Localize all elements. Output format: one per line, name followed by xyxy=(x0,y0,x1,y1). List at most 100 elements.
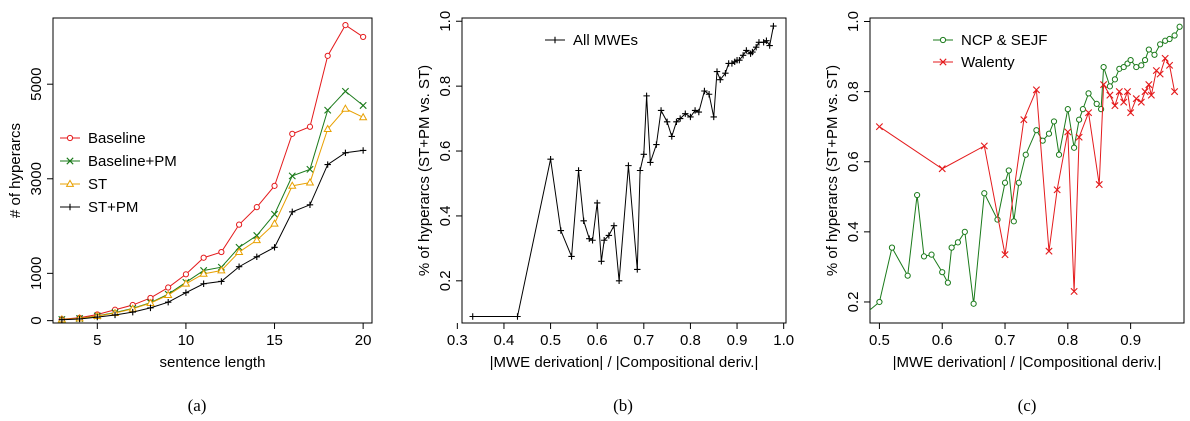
data-point xyxy=(980,142,988,150)
data-point xyxy=(914,191,921,199)
data-point xyxy=(514,313,521,320)
data-point xyxy=(1015,179,1022,186)
data-point xyxy=(306,201,314,208)
data-point xyxy=(1132,95,1140,103)
data-point xyxy=(181,279,191,287)
data-point xyxy=(1123,88,1132,96)
chart-2: 0.3 0.4 0.5 0.6 0.7 0.8 0.9 1.0 0.2 0.4 0.6 0.8 1.0 |… xyxy=(416,11,794,415)
data-point xyxy=(647,159,654,166)
data-point xyxy=(876,298,883,306)
data-point xyxy=(695,108,703,116)
data-point xyxy=(218,278,225,285)
data-point xyxy=(288,172,296,180)
data-point xyxy=(939,269,946,276)
data-point xyxy=(586,235,593,242)
x-axis-label: sentence length xyxy=(160,354,266,371)
data-point xyxy=(749,48,756,56)
y-tick-label: 1000 xyxy=(28,257,45,290)
data-point xyxy=(944,279,951,286)
x-axis-label: |MWE derivation| / |Compositional deriv.… xyxy=(490,354,759,371)
data-point xyxy=(547,155,554,163)
data-point xyxy=(673,118,680,126)
data-point xyxy=(1157,41,1164,48)
data-point xyxy=(235,243,243,251)
data-point xyxy=(605,232,613,239)
data-point xyxy=(1071,144,1078,151)
legend-marker xyxy=(66,157,74,165)
chart-caption: (c) xyxy=(1018,396,1037,415)
legend: All MWEs xyxy=(545,32,638,49)
y-axis: 0 1000 3000 5000 xyxy=(28,68,53,325)
data-point xyxy=(904,272,911,279)
data-point xyxy=(1053,186,1061,194)
data-point xyxy=(270,210,279,218)
data-point xyxy=(1127,56,1134,64)
data-point xyxy=(163,290,173,299)
data-point xyxy=(1070,287,1078,296)
data-point xyxy=(1120,63,1127,71)
plot-frame xyxy=(869,17,1185,324)
y-tick-label: 0 xyxy=(28,316,45,324)
data-point xyxy=(58,316,66,323)
data-point xyxy=(1076,116,1083,123)
data-point xyxy=(199,269,208,277)
data-point xyxy=(1005,167,1012,174)
legend-label: ST+PM xyxy=(88,199,138,216)
legend-label: Baseline+PM xyxy=(88,153,177,170)
plot-frame xyxy=(52,17,373,324)
data-point xyxy=(1141,88,1149,96)
data-point xyxy=(1170,88,1179,96)
data-point xyxy=(289,130,296,137)
series-2 xyxy=(875,54,1179,296)
data-point xyxy=(1001,251,1009,259)
legend-marker xyxy=(65,179,75,187)
data-point xyxy=(1106,83,1113,90)
data-point xyxy=(1120,98,1128,106)
x-tick-label: 0.9 xyxy=(727,332,748,349)
series-line xyxy=(879,57,1176,292)
legend-item: ST xyxy=(60,176,107,193)
data-point xyxy=(687,113,694,121)
legend-label: Baseline xyxy=(88,130,146,147)
data-point xyxy=(359,101,367,110)
data-point xyxy=(271,244,278,251)
data-point xyxy=(875,123,884,131)
data-point xyxy=(323,124,332,133)
data-point xyxy=(1055,151,1063,158)
x-tick-label: 0.4 xyxy=(494,332,515,349)
series-line xyxy=(61,108,364,320)
data-point xyxy=(1133,63,1140,71)
data-point xyxy=(359,147,367,154)
data-point xyxy=(580,217,587,224)
data-point xyxy=(657,107,665,114)
data-point xyxy=(1111,76,1119,83)
data-point xyxy=(653,141,660,148)
data-point xyxy=(218,248,225,256)
data-point xyxy=(739,52,747,59)
y-axis-label: # of hyperarcs xyxy=(7,123,24,218)
series-line xyxy=(472,26,774,318)
data-point xyxy=(888,244,896,251)
data-point xyxy=(1165,61,1174,69)
data-point xyxy=(271,182,278,189)
data-point xyxy=(306,123,314,130)
series-4 xyxy=(58,147,367,323)
y-tick-label: 0.6 xyxy=(437,141,454,162)
data-point xyxy=(705,91,713,98)
y-tick-label: 3000 xyxy=(28,162,45,195)
data-point xyxy=(1111,102,1119,110)
legend-item: Walenty xyxy=(933,54,1015,71)
data-point xyxy=(770,22,777,30)
x-tick-label: 0.8 xyxy=(1057,332,1078,349)
chart-1: 5 10 15 20 0 1000 3000 5000 sentence length # of … xyxy=(7,17,373,415)
data-point xyxy=(1161,54,1169,62)
data-point xyxy=(1141,56,1149,64)
data-point xyxy=(954,239,962,246)
data-point xyxy=(717,76,724,83)
data-point xyxy=(469,313,476,320)
y-axis: 0.2 0.4 0.6 0.8 1.0 xyxy=(437,11,462,291)
legend-item: Baseline+PM xyxy=(60,153,177,170)
data-point xyxy=(710,113,717,121)
data-point xyxy=(961,228,968,235)
x-tick-label: 0.8 xyxy=(680,332,701,349)
